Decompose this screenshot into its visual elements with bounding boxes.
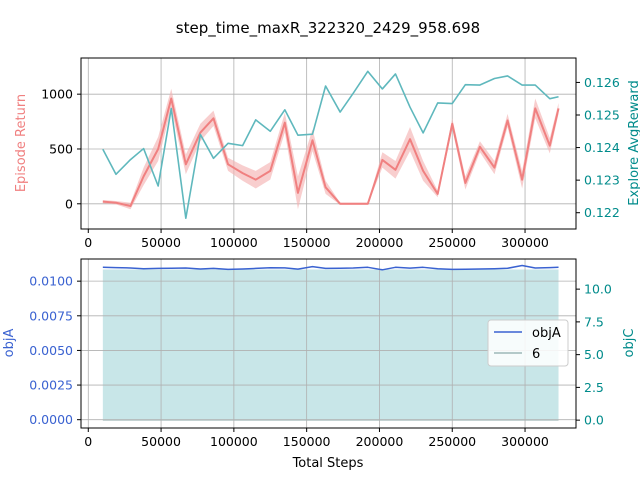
- bottom-right-y-ticks: 0.0 2.5 5.0 7.5 10.0: [576, 282, 612, 428]
- bottom-left-y-ticks: 0.0000 0.0025 0.0050 0.0075 0.0100: [29, 274, 81, 427]
- y-right-tick-label: 2.5: [584, 380, 604, 395]
- y-right-tick-label: 0.124: [584, 140, 620, 155]
- x-tick-label: 50000: [141, 235, 181, 250]
- episode-return-band: [102, 88, 559, 210]
- x-tick-label: 100000: [210, 235, 258, 250]
- x-tick-label: 0: [84, 434, 92, 449]
- x-tick-label: 0: [84, 235, 92, 250]
- legend: objA 6: [487, 319, 569, 367]
- x-tick-label: 50000: [141, 434, 181, 449]
- episode-return-line: [102, 97, 560, 207]
- y-right-tick-label: 0.126: [584, 75, 620, 90]
- x-tick-label: 300000: [501, 235, 549, 250]
- y-left-tick-label: 0: [65, 196, 73, 211]
- y-left-tick-label: 0.0025: [29, 378, 73, 393]
- legend-label-obja: objA: [532, 326, 561, 341]
- top-x-ticks: 0 50000 100000 150000 200000 250000 300000: [84, 229, 549, 250]
- y-right-tick-label: 0.125: [584, 108, 620, 123]
- x-tick-label: 100000: [210, 434, 258, 449]
- explore-avgreward-line: [102, 70, 559, 220]
- x-axis-label: Total Steps: [292, 456, 364, 471]
- chart-title: step_time_maxR_322320_2429_958.698: [176, 19, 480, 38]
- legend-label-6: 6: [532, 347, 540, 362]
- x-tick-label: 250000: [428, 235, 476, 250]
- y-left-tick-label: 0.0050: [29, 343, 73, 358]
- y-right-tick-label: 0.0: [584, 413, 604, 428]
- top-panel: 0 50000 100000 150000 200000 250000 300000 0 50…: [14, 57, 640, 250]
- bottom-axes-frame: [80, 258, 577, 429]
- y-left-tick-label: 0.0075: [29, 308, 73, 323]
- objc-area-fill: [102, 269, 559, 421]
- bottom-x-ticks: 0 50000 100000 150000 200000 250000 300000: [84, 428, 549, 449]
- bottom-panel: 0 50000 100000 150000 200000 250000 300000 0.0…: [2, 258, 637, 471]
- y-left-tick-label: 0.0100: [29, 274, 73, 289]
- y-left-tick-label: 500: [49, 141, 73, 156]
- y-left-tick-label: 0.0000: [29, 412, 73, 427]
- top-left-y-ticks: 0 500 1000: [41, 87, 81, 211]
- episode-return-axis-label: Episode Return: [14, 94, 29, 192]
- x-tick-label: 200000: [356, 235, 404, 250]
- y-right-tick-label: 0.123: [584, 173, 620, 188]
- top-right-y-ticks: 0.122 0.123 0.124 0.125 0.126: [576, 75, 620, 220]
- obja-axis-label: objA: [2, 329, 17, 358]
- x-tick-label: 300000: [501, 434, 549, 449]
- y-right-tick-label: 0.122: [584, 205, 620, 220]
- bottom-series-lines: [102, 264, 559, 271]
- x-tick-label: 250000: [428, 434, 476, 449]
- episode-return-std-band: [102, 88, 559, 210]
- y-left-tick-label: 1000: [41, 87, 73, 102]
- x-tick-label: 200000: [356, 434, 404, 449]
- objc-axis-label: objC: [622, 329, 637, 358]
- objc-area: [102, 269, 559, 421]
- x-tick-label: 150000: [283, 235, 331, 250]
- top-series-lines: [102, 70, 560, 220]
- obja-line: [102, 264, 559, 271]
- explore-avgreward-axis-label: Explore AvgReward: [627, 80, 640, 205]
- y-right-tick-label: 7.5: [584, 314, 604, 329]
- top-grid: [81, 58, 576, 229]
- y-right-tick-label: 10.0: [584, 282, 612, 297]
- top-axes-frame: [80, 57, 577, 230]
- y-right-tick-label: 5.0: [584, 347, 604, 362]
- x-tick-label: 150000: [283, 434, 331, 449]
